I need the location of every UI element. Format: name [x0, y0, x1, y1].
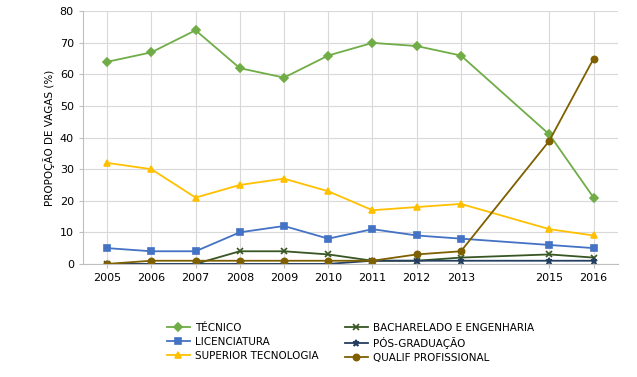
- pos_graduacao: [369, 259, 376, 263]
- pos_graduacao: [280, 262, 288, 266]
- Line: tecnico: tecnico: [104, 27, 597, 201]
- bacharelado: [457, 255, 465, 260]
- qualif_profissional: [148, 259, 155, 263]
- superior_tecnologia: [545, 227, 553, 231]
- tecnico: [236, 66, 243, 70]
- pos_graduacao: [148, 262, 155, 266]
- pos_graduacao: [413, 259, 420, 263]
- licenciatura: [413, 233, 420, 238]
- bacharelado: [148, 262, 155, 266]
- licenciatura: [457, 236, 465, 241]
- qualif_profissional: [457, 249, 465, 253]
- superior_tecnologia: [457, 202, 465, 206]
- Y-axis label: PROPOÇÃO DE VAGAS (%): PROPOÇÃO DE VAGAS (%): [43, 69, 55, 206]
- pos_graduacao: [324, 262, 332, 266]
- Line: pos_graduacao: pos_graduacao: [104, 257, 597, 267]
- tecnico: [324, 53, 332, 58]
- superior_tecnologia: [103, 161, 111, 165]
- superior_tecnologia: [413, 205, 420, 209]
- bacharelado: [192, 262, 199, 266]
- bacharelado: [590, 255, 598, 260]
- tecnico: [545, 132, 553, 137]
- licenciatura: [192, 249, 199, 253]
- bacharelado: [324, 252, 332, 257]
- Line: qualif_profissional: qualif_profissional: [104, 55, 597, 267]
- bacharelado: [236, 249, 243, 253]
- licenciatura: [280, 224, 288, 228]
- tecnico: [369, 41, 376, 45]
- superior_tecnologia: [236, 183, 243, 187]
- tecnico: [413, 44, 420, 48]
- licenciatura: [324, 236, 332, 241]
- pos_graduacao: [192, 262, 199, 266]
- licenciatura: [590, 246, 598, 250]
- tecnico: [280, 75, 288, 80]
- Line: bacharelado: bacharelado: [104, 248, 597, 267]
- qualif_profissional: [369, 259, 376, 263]
- tecnico: [590, 195, 598, 200]
- licenciatura: [103, 246, 111, 250]
- tecnico: [148, 50, 155, 55]
- licenciatura: [545, 243, 553, 247]
- bacharelado: [369, 259, 376, 263]
- pos_graduacao: [457, 259, 465, 263]
- bacharelado: [280, 249, 288, 253]
- qualif_profissional: [590, 57, 598, 61]
- Line: superior_tecnologia: superior_tecnologia: [104, 160, 597, 239]
- licenciatura: [369, 227, 376, 231]
- tecnico: [457, 53, 465, 58]
- licenciatura: [148, 249, 155, 253]
- superior_tecnologia: [369, 208, 376, 213]
- pos_graduacao: [236, 262, 243, 266]
- qualif_profissional: [280, 259, 288, 263]
- superior_tecnologia: [590, 233, 598, 238]
- bacharelado: [545, 252, 553, 257]
- superior_tecnologia: [192, 195, 199, 200]
- qualif_profissional: [236, 259, 243, 263]
- Line: licenciatura: licenciatura: [104, 223, 597, 254]
- licenciatura: [236, 230, 243, 234]
- Legend: TÉCNICO, LICENCIATURA, SUPERIOR TECNOLOGIA, BACHARELADO E ENGENHARIA, PÓS-GRADUA: TÉCNICO, LICENCIATURA, SUPERIOR TECNOLOG…: [164, 320, 537, 366]
- superior_tecnologia: [280, 176, 288, 181]
- tecnico: [103, 60, 111, 64]
- superior_tecnologia: [148, 167, 155, 172]
- tecnico: [192, 28, 199, 32]
- pos_graduacao: [103, 262, 111, 266]
- superior_tecnologia: [324, 189, 332, 193]
- bacharelado: [413, 259, 420, 263]
- qualif_profissional: [324, 259, 332, 263]
- pos_graduacao: [545, 259, 553, 263]
- qualif_profissional: [192, 259, 199, 263]
- qualif_profissional: [103, 262, 111, 266]
- qualif_profissional: [545, 138, 553, 143]
- pos_graduacao: [590, 259, 598, 263]
- qualif_profissional: [413, 252, 420, 257]
- bacharelado: [103, 262, 111, 266]
